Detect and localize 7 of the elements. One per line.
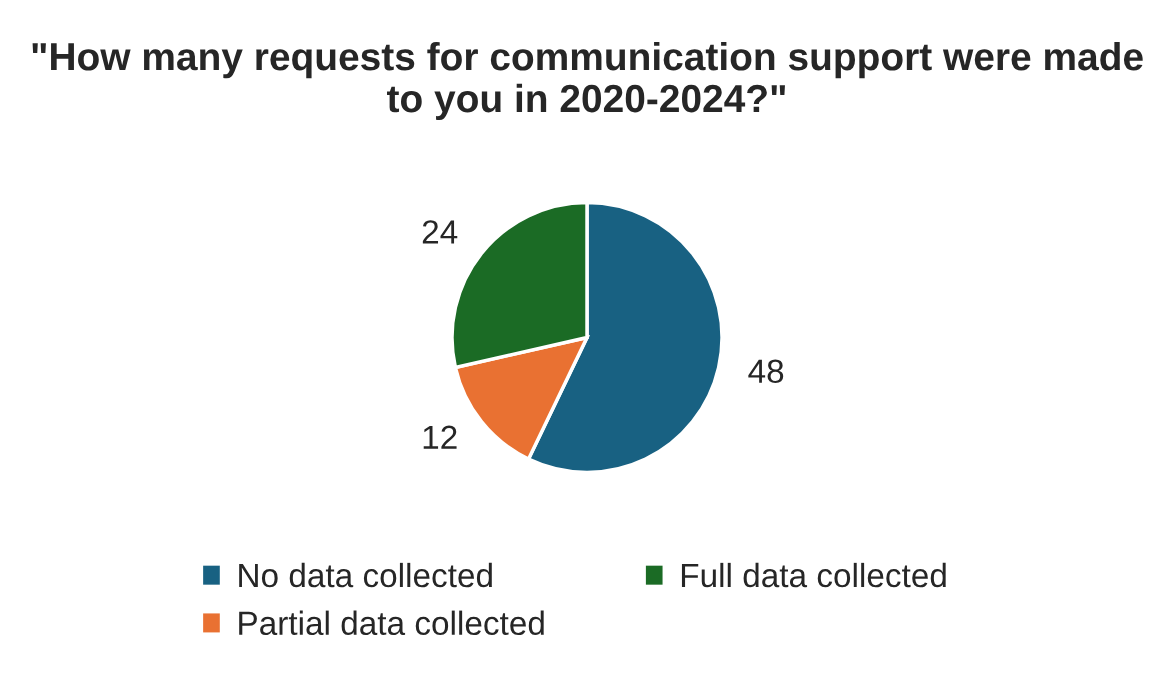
legend-label: Full data collected	[681, 562, 946, 588]
data-label: 24	[422, 220, 458, 244]
data-label: 48	[748, 359, 784, 384]
data-label: 12	[423, 425, 457, 449]
chart-title: "How many requests for communication support were made to you in 2020-2024?"	[32, 41, 1143, 121]
legend-label: Partial data collected	[239, 610, 544, 636]
legend-label: No data collected	[239, 562, 492, 588]
